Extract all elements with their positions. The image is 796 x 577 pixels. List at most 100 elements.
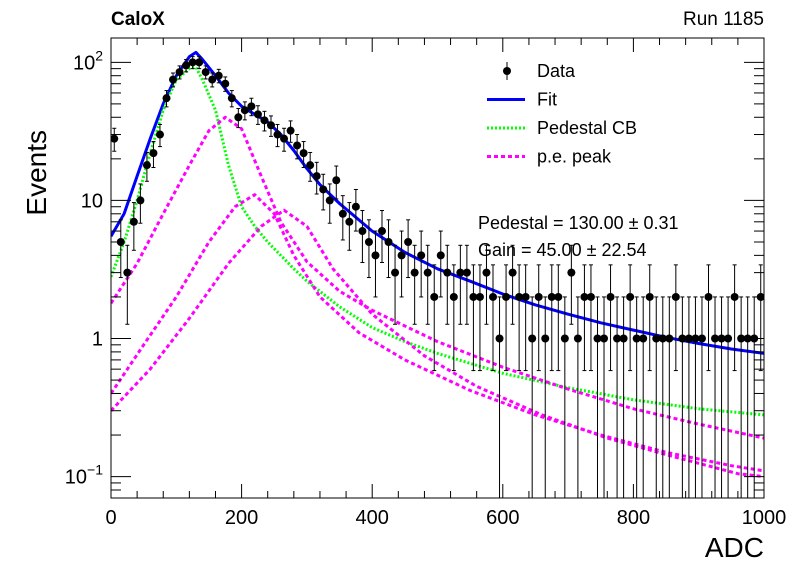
- data-marker: [547, 292, 556, 301]
- data-marker: [606, 292, 615, 301]
- data-marker: [345, 217, 354, 226]
- data-point: [665, 296, 674, 498]
- data-marker: [717, 334, 726, 343]
- data-marker: [515, 292, 524, 301]
- data-point: [351, 188, 360, 232]
- data-marker: [724, 334, 733, 343]
- data-marker: [417, 251, 426, 260]
- data-point: [678, 296, 687, 498]
- data-marker: [482, 268, 491, 277]
- data-point: [443, 244, 452, 325]
- data-point: [155, 123, 164, 148]
- data-marker: [325, 196, 334, 205]
- data-point: [580, 264, 589, 372]
- data-marker: [169, 75, 178, 84]
- data-marker: [312, 172, 321, 181]
- data-marker: [580, 292, 589, 301]
- x-axis-title: ADC: [705, 532, 764, 563]
- data-marker: [613, 334, 622, 343]
- data-point: [312, 161, 321, 195]
- data-point: [528, 296, 537, 498]
- data-marker: [404, 237, 413, 246]
- data-marker: [111, 134, 119, 143]
- data-point: [717, 296, 726, 498]
- data-marker: [528, 334, 537, 343]
- data-point: [195, 56, 204, 70]
- data-marker: [299, 149, 308, 158]
- data-marker: [652, 334, 661, 343]
- data-marker: [671, 292, 680, 301]
- data-marker: [462, 268, 471, 277]
- data-point: [384, 219, 393, 279]
- data-point: [201, 65, 210, 80]
- curve-p-e-peak-2: [111, 193, 764, 473]
- data-marker: [567, 268, 576, 277]
- y-axis-title: Events: [21, 130, 52, 216]
- data-marker: [430, 292, 439, 301]
- data-marker: [397, 251, 406, 260]
- data-marker: [221, 79, 230, 88]
- data-marker: [521, 292, 530, 301]
- data-point: [240, 101, 249, 121]
- data-point: [560, 296, 569, 498]
- data-marker: [593, 334, 602, 343]
- data-point: [417, 230, 426, 298]
- data-point: [449, 264, 458, 372]
- data-marker: [449, 292, 458, 301]
- data-marker: [691, 334, 700, 343]
- data-point: [619, 296, 628, 498]
- data-point: [345, 202, 354, 251]
- data-point: [684, 296, 693, 498]
- y-tick-label: 10−1: [65, 462, 103, 489]
- data-point: [234, 107, 243, 129]
- data-point: [111, 127, 119, 152]
- data-point: [658, 296, 667, 498]
- data-marker: [639, 334, 648, 343]
- data-point: [502, 264, 511, 372]
- data-marker: [697, 334, 706, 343]
- data-point: [586, 264, 595, 372]
- data-point: [325, 183, 334, 224]
- data-point: [162, 90, 171, 108]
- data-point: [567, 244, 576, 325]
- data-marker: [142, 161, 151, 170]
- x-tick-label: 600: [486, 507, 519, 529]
- y-tick-label: 102: [73, 47, 103, 74]
- data-marker: [554, 292, 563, 301]
- data-marker: [266, 121, 275, 130]
- y-tick-label: 10: [81, 190, 103, 212]
- data-point: [482, 244, 491, 325]
- data-marker: [436, 251, 445, 260]
- data-point: [253, 105, 262, 125]
- data-marker: [502, 292, 511, 301]
- data-marker: [619, 334, 628, 343]
- data-marker: [678, 334, 687, 343]
- data-point: [508, 244, 517, 325]
- data-point: [377, 210, 386, 264]
- data-point: [704, 264, 713, 372]
- data-point: [645, 264, 654, 372]
- data-point: [299, 141, 308, 169]
- data-marker: [730, 292, 739, 301]
- data-point: [247, 97, 256, 117]
- data-marker: [560, 334, 569, 343]
- data-point: [462, 244, 471, 325]
- data-point: [273, 123, 282, 148]
- data-marker: [351, 202, 360, 211]
- legend-label: p.e. peak: [537, 147, 612, 167]
- data-marker: [188, 58, 197, 67]
- data-point: [554, 264, 563, 372]
- data-marker: [371, 251, 380, 260]
- data-point: [169, 72, 178, 88]
- data-marker: [306, 161, 315, 170]
- data-point: [391, 244, 400, 325]
- data-marker: [410, 268, 419, 277]
- data-marker: [149, 149, 158, 158]
- data-point: [306, 151, 315, 182]
- data-marker: [377, 227, 386, 236]
- data-point: [364, 219, 373, 279]
- data-marker: [201, 68, 210, 77]
- data-point: [730, 264, 739, 372]
- data-marker: [227, 94, 236, 103]
- data-marker: [508, 268, 517, 277]
